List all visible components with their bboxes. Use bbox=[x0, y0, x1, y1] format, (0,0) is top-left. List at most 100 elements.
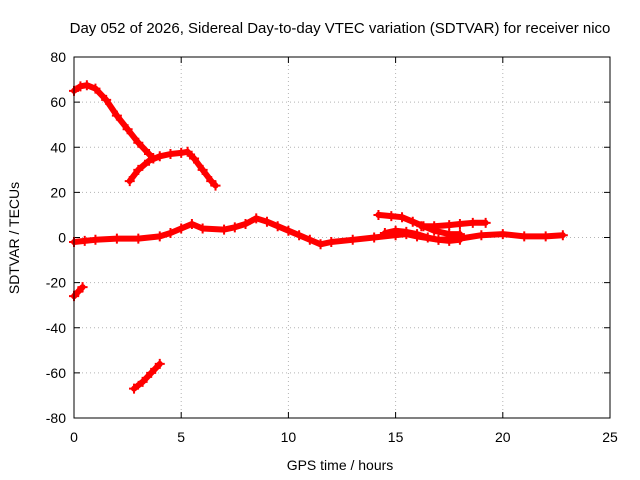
data-point-marker bbox=[81, 80, 92, 91]
data-point-marker bbox=[390, 225, 401, 236]
data-point-marker bbox=[182, 146, 193, 157]
data-point-marker bbox=[154, 358, 165, 369]
series-arc-1 bbox=[69, 80, 159, 164]
data-point-marker bbox=[304, 234, 315, 245]
data-point-marker bbox=[557, 230, 568, 241]
y-tick-label: 0 bbox=[58, 230, 66, 246]
data-point-marker bbox=[369, 232, 380, 243]
series-arc-8 bbox=[379, 225, 465, 246]
data-point-marker bbox=[129, 383, 140, 394]
data-point-marker bbox=[326, 237, 337, 248]
y-tick-label: -80 bbox=[46, 410, 66, 426]
data-point-marker bbox=[111, 233, 122, 244]
series-arc-7 bbox=[416, 217, 491, 232]
data-point-marker bbox=[422, 232, 433, 243]
data-point-marker bbox=[401, 226, 412, 237]
data-point-marker bbox=[165, 227, 176, 238]
y-axis-ticks: -80 -60 -40 -20 0 20 40 60 80 bbox=[46, 49, 610, 426]
data-point-marker bbox=[90, 83, 101, 94]
y-tick-label: 20 bbox=[50, 184, 66, 200]
data-point-marker bbox=[75, 81, 86, 92]
data-point-marker bbox=[407, 216, 418, 227]
series-arc-4 bbox=[129, 358, 165, 394]
data-point-marker bbox=[412, 229, 423, 240]
data-point-marker bbox=[176, 147, 187, 158]
data-point-marker bbox=[210, 180, 221, 191]
data-point-marker bbox=[294, 230, 305, 241]
chart-title: Day 052 of 2026, Sidereal Day-to-day VTE… bbox=[70, 20, 611, 37]
data-point-marker bbox=[416, 221, 427, 232]
data-point-marker bbox=[101, 94, 112, 105]
data-point-marker bbox=[272, 221, 283, 232]
data-point-marker bbox=[467, 217, 478, 228]
data-point-marker bbox=[240, 218, 251, 229]
data-point-marker bbox=[124, 176, 135, 187]
data-point-marker bbox=[219, 224, 230, 235]
y-tick-label: 80 bbox=[50, 49, 66, 65]
y-tick-label: -60 bbox=[46, 365, 66, 381]
x-tick-label: 20 bbox=[495, 429, 511, 445]
data-point-marker bbox=[373, 209, 384, 220]
data-point-marker bbox=[386, 211, 397, 222]
data-point-marker bbox=[197, 164, 208, 175]
series-band bbox=[71, 82, 157, 162]
data-point-marker bbox=[165, 149, 176, 160]
series-arc-3 bbox=[69, 282, 88, 302]
data-point-marker bbox=[519, 231, 530, 242]
data-points bbox=[69, 80, 568, 394]
data-point-marker bbox=[133, 137, 144, 148]
x-tick-label: 10 bbox=[281, 429, 297, 445]
data-point-marker bbox=[397, 212, 408, 223]
data-point-marker bbox=[229, 222, 240, 233]
series-arc-2 bbox=[124, 146, 221, 191]
data-point-marker bbox=[133, 164, 144, 175]
data-point-marker bbox=[137, 376, 148, 387]
data-point-marker bbox=[497, 229, 508, 240]
data-point-marker bbox=[283, 225, 294, 236]
data-point-marker bbox=[379, 227, 390, 238]
series-arc-5 bbox=[69, 213, 568, 250]
grid-lines bbox=[74, 57, 610, 418]
y-tick-label: 60 bbox=[50, 94, 66, 110]
data-point-marker bbox=[454, 218, 465, 229]
x-tick-label: 25 bbox=[602, 429, 618, 445]
data-point-marker bbox=[90, 234, 101, 245]
data-point-marker bbox=[144, 155, 155, 166]
data-point-marker bbox=[444, 220, 455, 231]
data-point-marker bbox=[454, 234, 465, 245]
x-tick-label: 5 bbox=[177, 429, 185, 445]
data-point-marker bbox=[154, 231, 165, 242]
data-point-marker bbox=[315, 239, 326, 250]
y-axis-label: SDTVAR / TECUs bbox=[6, 182, 22, 294]
data-point-marker bbox=[122, 124, 133, 135]
y-tick-label: 40 bbox=[50, 139, 66, 155]
data-point-marker bbox=[476, 230, 487, 241]
data-point-marker bbox=[154, 151, 165, 162]
data-point-marker bbox=[186, 218, 197, 229]
data-point-marker bbox=[429, 221, 440, 232]
data-point-marker bbox=[251, 213, 262, 224]
y-tick-label: -40 bbox=[46, 320, 66, 336]
series-band bbox=[131, 360, 163, 392]
data-point-marker bbox=[146, 367, 157, 378]
plot-frame bbox=[73, 56, 611, 419]
data-point-marker bbox=[480, 217, 491, 228]
data-point-marker bbox=[189, 153, 200, 164]
data-point-marker bbox=[261, 216, 272, 227]
x-axis-ticks: 0 5 10 15 20 25 bbox=[70, 57, 618, 445]
x-tick-label: 0 bbox=[70, 429, 78, 445]
data-point-marker bbox=[133, 233, 144, 244]
data-point-marker bbox=[433, 234, 444, 245]
data-point-marker bbox=[111, 110, 122, 121]
data-point-marker bbox=[347, 234, 358, 245]
x-axis-label: GPS time / hours bbox=[287, 457, 394, 473]
data-point-marker bbox=[176, 223, 187, 234]
data-point-marker bbox=[197, 223, 208, 234]
data-point-marker bbox=[77, 282, 88, 293]
data-point-marker bbox=[79, 235, 90, 246]
data-point-marker bbox=[540, 231, 551, 242]
y-tick-label: -20 bbox=[46, 275, 66, 291]
x-tick-label: 15 bbox=[388, 429, 404, 445]
data-point-marker bbox=[444, 235, 455, 246]
